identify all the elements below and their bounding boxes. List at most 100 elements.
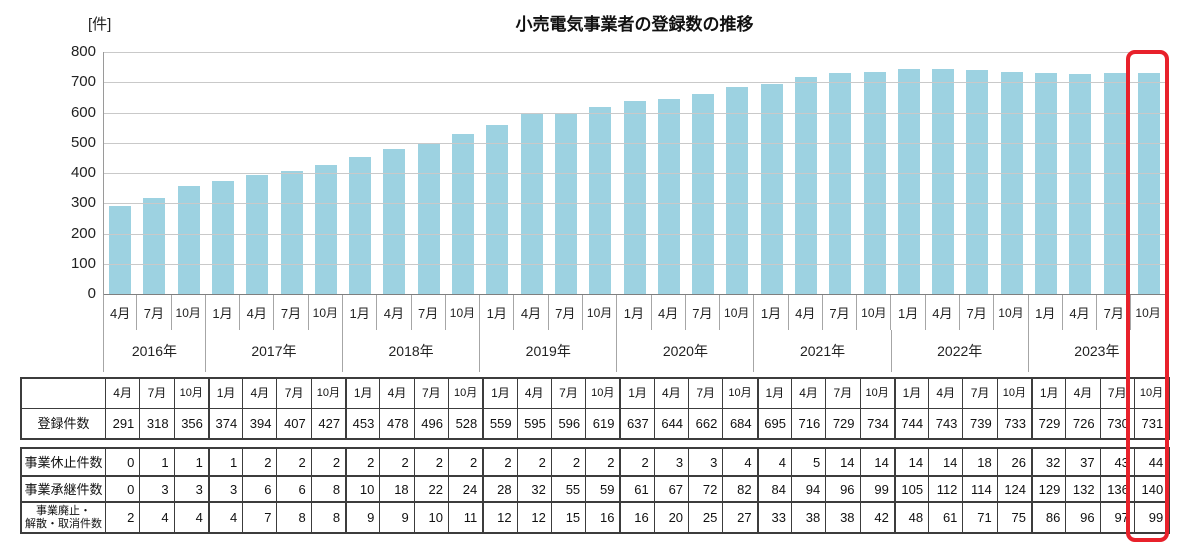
x-month-label: 1月 bbox=[1029, 295, 1063, 330]
table-value-cell: 0 bbox=[105, 475, 140, 501]
gridline-0 bbox=[103, 294, 1166, 295]
bar-1月-19 bbox=[760, 83, 783, 294]
table-month-header-cell: 10月 bbox=[996, 379, 1031, 408]
bar-10月-2 bbox=[177, 186, 200, 294]
table-value-cell: 478 bbox=[379, 408, 414, 438]
table-value-cell: 729 bbox=[825, 408, 860, 438]
table-value-cell: 2 bbox=[345, 449, 379, 475]
bar-4月-8 bbox=[383, 149, 406, 294]
table-value-cell: 32 bbox=[1031, 449, 1065, 475]
x-month-label: 1月 bbox=[480, 295, 515, 330]
table-month-header-cell: 7月 bbox=[139, 379, 173, 408]
x-month-label: 4月 bbox=[514, 295, 549, 330]
bar-10月-6 bbox=[314, 164, 337, 294]
x-year-label: 2022年 bbox=[892, 330, 1029, 372]
table-value-cell: 26 bbox=[996, 449, 1031, 475]
bar-10月-26 bbox=[1000, 72, 1023, 294]
table-row-label: 事業承継件数 bbox=[22, 475, 105, 501]
table-value-cell: 42 bbox=[859, 501, 894, 532]
table-value-cell: 619 bbox=[585, 408, 620, 438]
table-value-cell: 96 bbox=[825, 475, 860, 501]
table-value-cell: 662 bbox=[688, 408, 723, 438]
bar-4月-28 bbox=[1069, 74, 1092, 294]
x-month-label: 7月 bbox=[960, 295, 995, 330]
gridline-500 bbox=[103, 142, 1166, 144]
gridline-100 bbox=[103, 263, 1166, 265]
table-value-cell: 105 bbox=[893, 475, 929, 501]
table-value-cell: 356 bbox=[173, 408, 208, 438]
table-value-cell: 733 bbox=[996, 408, 1032, 438]
table-month-header-cell: 1月 bbox=[482, 379, 516, 408]
table-month-header-cell: 4月 bbox=[928, 379, 962, 408]
table-value-cell: 318 bbox=[139, 408, 174, 438]
table-value-cell: 743 bbox=[928, 408, 963, 438]
table-value-cell: 82 bbox=[722, 475, 757, 501]
table-value-cell: 2 bbox=[276, 449, 310, 475]
table-value-cell: 11 bbox=[447, 501, 483, 532]
status-counts-table: 事業休止件数 0 1 1 1 2 2 2 2 2 2 2 2 2 2 2 2 3 3 4 4 5 14 14 14 14 18 26 3… bbox=[20, 447, 1171, 534]
x-month-label: 10月 bbox=[857, 295, 892, 330]
table-value-cell: 8 bbox=[276, 501, 311, 532]
x-year-label: 2021年 bbox=[754, 330, 892, 372]
table-value-cell: 2 bbox=[550, 449, 585, 475]
table-value-cell: 12 bbox=[482, 501, 517, 532]
table-value-cell: 97 bbox=[1099, 501, 1134, 532]
table-value-cell: 596 bbox=[550, 408, 586, 438]
table-month-header-cell: 7月 bbox=[276, 379, 310, 408]
bar-1月-23 bbox=[897, 68, 920, 294]
table-value-cell: 18 bbox=[962, 449, 996, 475]
table-value-cell: 132 bbox=[1065, 475, 1100, 501]
bar-10月-22 bbox=[863, 71, 886, 294]
table-value-cell: 528 bbox=[447, 408, 483, 438]
table-value-cell: 3 bbox=[173, 475, 208, 501]
bar-7月-21 bbox=[829, 73, 852, 294]
table-value-cell: 1 bbox=[139, 449, 173, 475]
x-month-label: 10月 bbox=[583, 295, 618, 330]
table-value-cell: 18 bbox=[379, 475, 414, 501]
table-value-cell: 595 bbox=[516, 408, 551, 438]
x-month-label: 7月 bbox=[823, 295, 858, 330]
x-axis-month-labels: 4月 7月 10月 1月 4月 7月 10月 1月 4月 7月 10月 1月 4月 7月 10月 1月 4月 7月… bbox=[103, 295, 1166, 330]
chart-title: 小売電気事業者の登録数の推移 bbox=[515, 15, 754, 34]
table-value-cell: 99 bbox=[859, 475, 894, 501]
table-value-cell: 2 bbox=[242, 449, 276, 475]
bar-7月-25 bbox=[966, 70, 989, 294]
table-value-cell: 33 bbox=[756, 501, 791, 532]
bar-1月-27 bbox=[1034, 73, 1057, 294]
table-value-cell: 2 bbox=[482, 449, 516, 475]
table-value-cell: 10 bbox=[413, 501, 448, 532]
table-value-cell: 59 bbox=[585, 475, 620, 501]
table-month-header-cell: 4月 bbox=[242, 379, 276, 408]
table-value-cell: 731 bbox=[1133, 408, 1169, 438]
x-month-label: 10月 bbox=[720, 295, 755, 330]
table-value-cell: 374 bbox=[207, 408, 243, 438]
table-value-cell: 1 bbox=[207, 449, 242, 475]
table-value-cell: 96 bbox=[1065, 501, 1100, 532]
x-month-label: 4月 bbox=[789, 295, 823, 330]
y-tick-label-600: 600 bbox=[70, 103, 96, 121]
table-value-cell: 84 bbox=[756, 475, 791, 501]
table-row-label: 事業廃止・ 解散・取消件数 bbox=[22, 501, 105, 532]
table-value-cell: 48 bbox=[893, 501, 929, 532]
table-value-cell: 2 bbox=[310, 449, 345, 475]
bar-7月-1 bbox=[143, 197, 166, 294]
table-value-cell: 2 bbox=[585, 449, 619, 475]
table-value-cell: 86 bbox=[1031, 501, 1066, 532]
x-month-label: 7月 bbox=[686, 295, 721, 330]
table-month-header-cell: 1月 bbox=[619, 379, 653, 408]
table-month-header-cell: 10月 bbox=[859, 379, 894, 408]
x-month-label: 7月 bbox=[274, 295, 309, 330]
table-value-cell: 43 bbox=[1099, 449, 1134, 475]
x-axis-year-labels: 2016年 2017年 2018年 2019年 2020年 2021年 2022年 2023年 bbox=[103, 330, 1166, 372]
table-value-cell: 291 bbox=[105, 408, 140, 438]
bar-1月-7 bbox=[349, 156, 372, 294]
table-value-cell: 4 bbox=[756, 449, 791, 475]
table-value-cell: 4 bbox=[173, 501, 208, 532]
table-value-cell: 94 bbox=[790, 475, 826, 501]
x-month-label: 10月 bbox=[309, 295, 343, 330]
bar-4月-16 bbox=[657, 99, 680, 294]
table-value-cell: 44 bbox=[1133, 449, 1168, 475]
table-value-cell: 8 bbox=[310, 501, 346, 532]
y-tick-label-200: 200 bbox=[70, 224, 96, 242]
